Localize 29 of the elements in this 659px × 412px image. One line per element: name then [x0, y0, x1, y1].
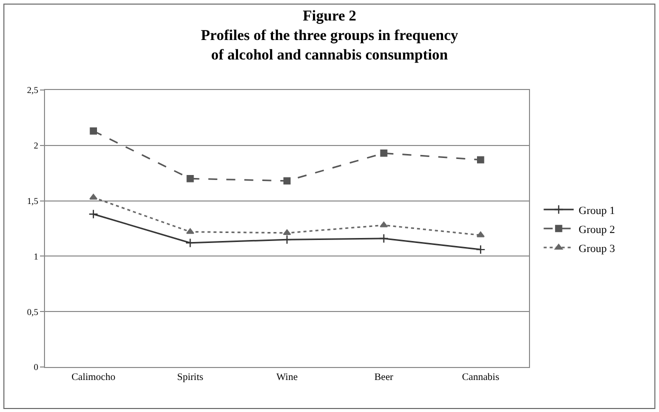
point: [283, 177, 291, 184]
y-tick-label: 2,5: [26, 85, 39, 96]
point: [89, 194, 98, 200]
point: [477, 156, 484, 164]
point: [282, 229, 292, 236]
x-tick-label: Cannabis: [462, 372, 500, 383]
chart-title: Figure 2 Profiles of the three groups in frequency of alcohol and cannabis consumption: [200, 8, 459, 64]
point: [90, 127, 97, 135]
point: [380, 222, 388, 228]
x-tick-label: Calimocho: [71, 372, 116, 383]
point: [379, 234, 389, 244]
point: [186, 175, 194, 182]
point: [476, 244, 486, 254]
y-tick-label: 0,5: [26, 306, 39, 317]
y-tick-label: 1: [34, 251, 38, 262]
point: [185, 238, 195, 248]
x-tick-label: Wine: [276, 372, 298, 383]
legend-label: Group 1: [578, 204, 616, 217]
legend-label: Group 2: [578, 224, 616, 236]
x-tick-label: Beer: [374, 372, 394, 383]
point: [186, 228, 194, 234]
point: [88, 209, 98, 219]
y-tick-label: 1,5: [26, 196, 39, 206]
point: [476, 232, 485, 238]
x-tick-label: Spirits: [177, 372, 204, 383]
legend-label: Group 3: [578, 242, 616, 255]
y-tick-label: 0: [34, 362, 39, 372]
y-tick-label: 2: [34, 140, 38, 151]
point: [380, 150, 388, 157]
